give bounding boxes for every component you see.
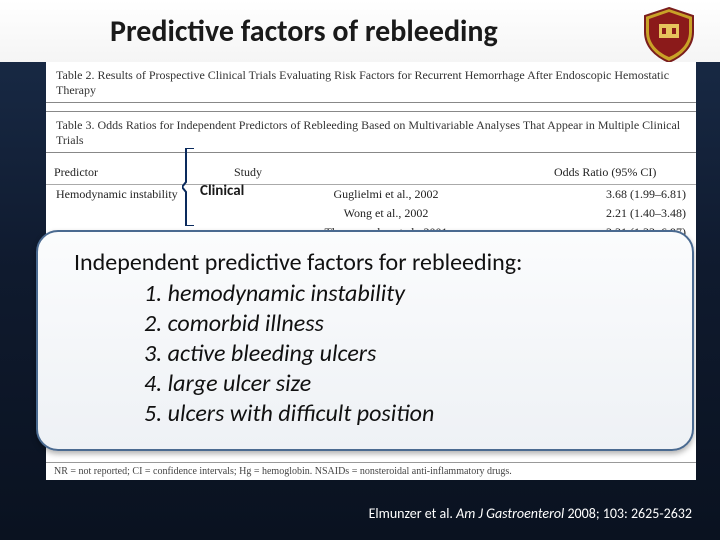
university-crest-icon — [638, 6, 700, 64]
table2-stub — [46, 103, 696, 111]
slide-title: Predictive factors of rebleeding — [110, 13, 498, 50]
table3-header-row: Predictor Study Odds Ratio (95% CI) — [46, 161, 696, 185]
citation-journal: Am J Gastroenterol — [456, 505, 564, 522]
overlay-heading: Independent predictive factors for reble… — [74, 248, 656, 277]
list-item: 2. comorbid illness — [144, 309, 656, 339]
table2-caption: Table 2. Results of Prospective Clinical… — [46, 62, 696, 103]
clinical-bracket-icon — [182, 148, 196, 226]
list-item: 1. hemodynamic instability — [144, 279, 656, 309]
table-row: Hemodynamic instability Guglielmi et al.… — [46, 185, 696, 205]
table3-header-study: Study — [226, 161, 546, 185]
slide-header: Predictive factors of rebleeding — [0, 0, 720, 62]
cell-study: Guglielmi et al., 2002 — [226, 185, 546, 205]
cell-study: Wong et al., 2002 — [226, 204, 546, 223]
cell-or: 3.68 (1.99–6.81) — [546, 185, 696, 205]
table3-caption: Table 3. Odds Ratios for Independent Pre… — [46, 111, 696, 153]
cell-predictor: Hemodynamic instability — [46, 185, 226, 205]
citation: Elmunzer et al. Am J Gastroenterol 2008;… — [369, 505, 692, 522]
table3-header-or: Odds Ratio (95% CI) — [546, 161, 696, 185]
citation-ref: 2008; 103: 2625-2632 — [564, 505, 692, 522]
list-item: 3. active bleeding ulcers — [144, 339, 656, 369]
cell-predictor — [46, 204, 226, 223]
table-row: Wong et al., 2002 2.21 (1.40–3.48) — [46, 204, 696, 223]
overlay-list: 1. hemodynamic instability 2. comorbid i… — [74, 279, 656, 429]
summary-overlay: Independent predictive factors for reble… — [36, 230, 694, 451]
table-footnote: NR = not reported; CI = confidence inter… — [46, 462, 696, 480]
list-item: 5. ulcers with difficult position — [144, 399, 656, 429]
cell-or: 2.21 (1.40–3.48) — [546, 204, 696, 223]
clinical-label: Clinical — [200, 182, 244, 200]
citation-authors: Elmunzer et al. — [369, 505, 453, 522]
table3-header-predictor: Predictor — [46, 161, 226, 185]
list-item: 4. large ulcer size — [144, 369, 656, 399]
